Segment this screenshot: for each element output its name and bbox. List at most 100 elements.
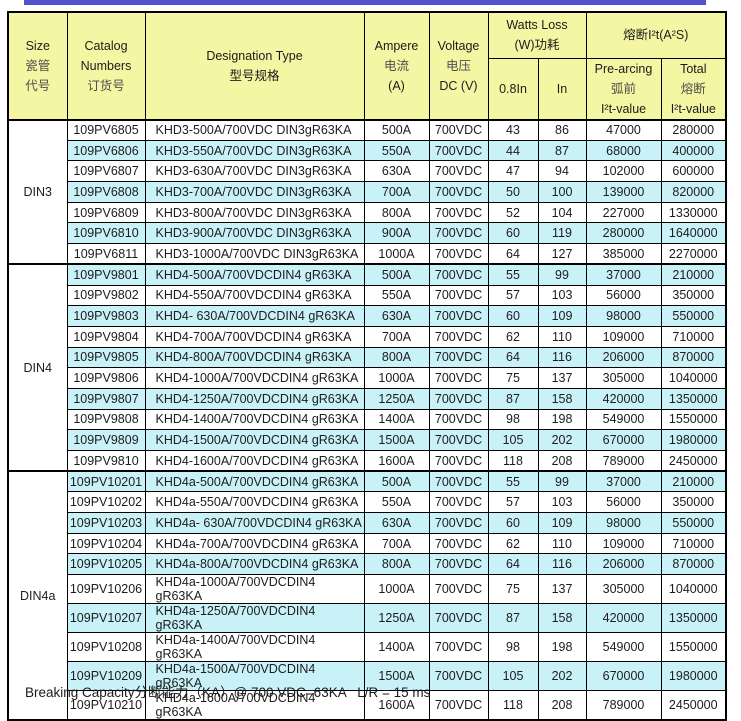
cell-prearcing-i2t: 37000 bbox=[585, 470, 662, 493]
table-row: DIN4 109PV9801 KHD4-500A/700VDCDIN4 gR63KA… bbox=[7, 263, 727, 472]
table-row: 109PV10202 KHD4a-550A/700VDCDIN4 gR63KA 55… bbox=[8, 491, 727, 514]
cell-total-i2t: 550000 bbox=[660, 512, 727, 534]
cell-total-i2t: 710000 bbox=[660, 325, 727, 348]
cell-voltage: 700VDC bbox=[428, 263, 489, 286]
cell-prearcing-i2t: 305000 bbox=[585, 367, 662, 389]
cell-watts-08in: 60 bbox=[487, 512, 539, 534]
cell-ampere: 1400A bbox=[363, 632, 430, 663]
cell-voltage: 700VDC bbox=[428, 305, 489, 327]
col-header-ampere-cn: 电流 bbox=[383, 58, 409, 73]
cell-ampere: 800A bbox=[363, 346, 430, 369]
cell-watts-08in: 87 bbox=[487, 603, 539, 634]
table-row: 109PV10206 KHD4a-1000A/700VDCDIN4 gR63KA 1… bbox=[8, 574, 727, 605]
cell-watts-in: 110 bbox=[537, 532, 587, 555]
cell-catalog-number: 109PV9807 bbox=[66, 387, 146, 410]
cell-ampere: 630A bbox=[363, 512, 430, 534]
cell-watts-08in: 52 bbox=[487, 201, 539, 224]
table-row: 109PV10205 KHD4a-800A/700VDCDIN4 gR63KA 80… bbox=[8, 553, 727, 576]
cell-watts-in: 109 bbox=[537, 305, 587, 327]
cell-catalog-number: 109PV10204 bbox=[66, 532, 146, 555]
cell-catalog-number: 109PV9809 bbox=[66, 429, 146, 451]
cell-prearcing-i2t: 206000 bbox=[585, 553, 662, 576]
cell-catalog-number: 109PV6811 bbox=[66, 243, 146, 265]
size-group-label: DIN4 bbox=[7, 263, 68, 472]
col-header-catalog-en2: Numbers bbox=[80, 58, 132, 73]
cell-designation: KHD4a-700A/700VDCDIN4 gR63KA bbox=[144, 532, 365, 555]
cell-watts-in: 137 bbox=[537, 574, 587, 605]
cell-catalog-number: 109PV9804 bbox=[66, 325, 146, 348]
table-body: DIN3 109PV6805 KHD3-500A/700VDC DIN3gR63KA… bbox=[7, 118, 727, 721]
cell-prearcing-i2t: 68000 bbox=[585, 139, 662, 162]
cell-watts-08in: 118 bbox=[487, 690, 539, 721]
table-row: 109PV10208 KHD4a-1400A/700VDCDIN4 gR63KA 1… bbox=[8, 632, 727, 663]
cell-catalog-number: 109PV9801 bbox=[66, 263, 146, 286]
col-group-i2t: 熔断I²t(A²S) bbox=[585, 11, 727, 59]
cell-watts-in: 100 bbox=[537, 181, 587, 203]
cell-watts-08in: 98 bbox=[487, 408, 539, 431]
cell-catalog-number: 109PV10203 bbox=[66, 512, 146, 534]
cell-prearcing-i2t: 280000 bbox=[585, 222, 662, 245]
prearcing-en: Pre-arcing bbox=[594, 61, 653, 76]
table-row: 109PV9804 KHD4-700A/700VDCDIN4 gR63KA 700A… bbox=[8, 325, 727, 348]
table-row: 109PV9805 KHD4-800A/700VDCDIN4 gR63KA 800A… bbox=[8, 346, 727, 369]
cell-voltage: 700VDC bbox=[428, 325, 489, 348]
cell-prearcing-i2t: 98000 bbox=[585, 512, 662, 534]
cell-voltage: 700VDC bbox=[428, 408, 489, 431]
cell-prearcing-i2t: 227000 bbox=[585, 201, 662, 224]
cell-ampere: 700A bbox=[363, 325, 430, 348]
cell-watts-in: 104 bbox=[537, 201, 587, 224]
cell-designation: KHD4-1000A/700VDCDIN4 gR63KA bbox=[144, 367, 365, 389]
cell-ampere: 630A bbox=[363, 305, 430, 327]
cell-designation: KHD3-1000A/700VDC DIN3gR63KA bbox=[144, 243, 365, 265]
cell-catalog-number: 109PV9803 bbox=[66, 305, 146, 327]
cell-designation: KHD4a-500A/700VDCDIN4 gR63KA bbox=[144, 470, 365, 493]
cell-voltage: 700VDC bbox=[428, 470, 489, 493]
cell-prearcing-i2t: 47000 bbox=[585, 118, 662, 141]
cell-watts-in: 208 bbox=[537, 450, 587, 472]
cell-prearcing-i2t: 139000 bbox=[585, 181, 662, 203]
cell-total-i2t: 2450000 bbox=[660, 450, 727, 472]
cell-total-i2t: 1550000 bbox=[660, 632, 727, 663]
cell-total-i2t: 600000 bbox=[660, 160, 727, 183]
cell-ampere: 800A bbox=[363, 553, 430, 576]
cell-watts-08in: 62 bbox=[487, 532, 539, 555]
table-row: 109PV9802 KHD4-550A/700VDCDIN4 gR63KA 550A… bbox=[8, 284, 727, 307]
cell-prearcing-i2t: 420000 bbox=[585, 603, 662, 634]
size-group-label: DIN3 bbox=[7, 118, 68, 265]
cell-watts-in: 137 bbox=[537, 367, 587, 389]
cell-prearcing-i2t: 670000 bbox=[585, 661, 662, 692]
cell-voltage: 700VDC bbox=[428, 367, 489, 389]
cell-watts-in: 116 bbox=[537, 553, 587, 576]
cell-total-i2t: 870000 bbox=[660, 346, 727, 369]
cell-ampere: 1400A bbox=[363, 408, 430, 431]
cell-watts-08in: 105 bbox=[487, 661, 539, 692]
cell-watts-08in: 55 bbox=[487, 470, 539, 493]
cell-voltage: 700VDC bbox=[428, 222, 489, 245]
cell-watts-in: 110 bbox=[537, 325, 587, 348]
cell-prearcing-i2t: 420000 bbox=[585, 387, 662, 410]
cell-voltage: 700VDC bbox=[428, 574, 489, 605]
table-row: 109PV6807 KHD3-630A/700VDC DIN3gR63KA 630A… bbox=[8, 160, 727, 183]
cell-ampere: 900A bbox=[363, 222, 430, 245]
cell-ampere: 1500A bbox=[363, 429, 430, 451]
cell-designation: KHD4-1400A/700VDCDIN4 gR63KA bbox=[144, 408, 365, 431]
cell-designation: KHD3-800A/700VDC DIN3gR63KA bbox=[144, 201, 365, 224]
cell-watts-in: 198 bbox=[537, 408, 587, 431]
col-header-voltage-en: Voltage bbox=[437, 38, 480, 53]
table-row: 109PV9808 KHD4-1400A/700VDCDIN4 gR63KA 140… bbox=[8, 408, 727, 431]
cell-ampere: 800A bbox=[363, 201, 430, 224]
cell-catalog-number: 109PV6805 bbox=[66, 118, 146, 141]
cell-watts-in: 158 bbox=[537, 603, 587, 634]
total-en: Total bbox=[680, 61, 707, 76]
table-row: DIN3 109PV6805 KHD3-500A/700VDC DIN3gR63KA… bbox=[7, 118, 727, 265]
cell-prearcing-i2t: 305000 bbox=[585, 574, 662, 605]
cell-watts-in: 94 bbox=[537, 160, 587, 183]
total-value-label: I²t-value bbox=[670, 101, 716, 116]
cell-designation: KHD4-550A/700VDCDIN4 gR63KA bbox=[144, 284, 365, 307]
col-header-ampere-unit: (A) bbox=[388, 78, 405, 93]
table-row: DIN4a 109PV10201 KHD4a-500A/700VDCDIN4 gR6… bbox=[7, 470, 727, 721]
cell-voltage: 700VDC bbox=[428, 491, 489, 514]
cell-prearcing-i2t: 385000 bbox=[585, 243, 662, 265]
cell-voltage: 700VDC bbox=[428, 512, 489, 534]
cell-prearcing-i2t: 789000 bbox=[585, 450, 662, 472]
